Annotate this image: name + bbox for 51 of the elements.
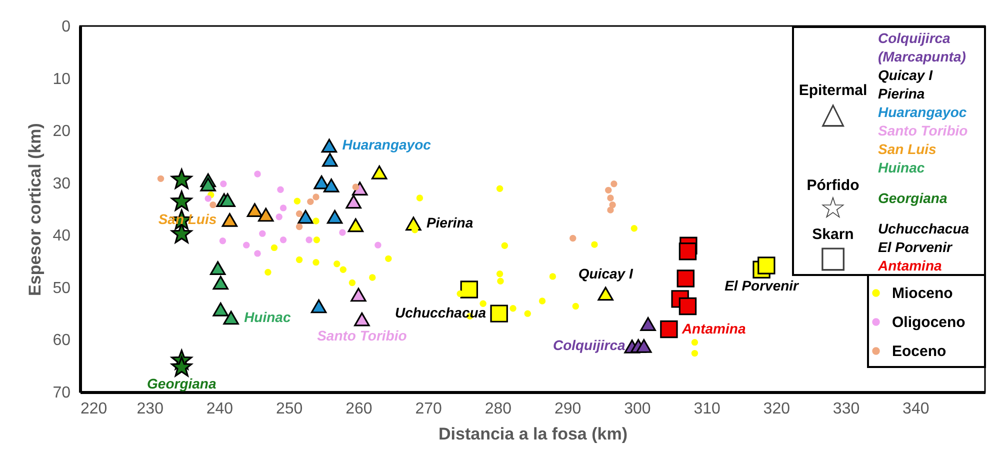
legend-label: Oligoceno	[892, 314, 966, 331]
y-tick-label: 70	[52, 384, 71, 402]
text: Colquijirca (Marcapunta)	[878, 30, 966, 64]
x-tick-label: 320	[763, 400, 790, 418]
annotation: □	[818, 240, 848, 275]
x-tick-label: 250	[276, 400, 303, 418]
text: Quicay I	[878, 67, 932, 83]
x-tick-label: 340	[902, 400, 930, 418]
y-tick-label: 20	[52, 123, 71, 140]
text: Huarangayoc	[878, 104, 967, 120]
annotation: Skarn	[812, 226, 854, 243]
series-label: Huarangayoc	[342, 136, 432, 153]
series-label: Georgiana	[147, 375, 216, 392]
x-tick-label: 240	[206, 400, 234, 418]
text: El Porvenir	[878, 239, 952, 255]
x-tick-label: 230	[136, 400, 164, 418]
y-tick-label: 30	[52, 175, 71, 192]
x-tick-label: 270	[415, 400, 442, 418]
series-label: Uchucchacua	[395, 304, 486, 321]
annotation: Pórfido	[806, 177, 860, 194]
text: Huinac	[878, 160, 925, 176]
series-label: Santo Toribio	[317, 327, 408, 344]
x-tick-label: 330	[832, 400, 860, 418]
text: Georgiana	[878, 190, 948, 206]
x-axis-title: Distancia a la fosa (km)	[438, 424, 628, 444]
x-tick-label: 220	[80, 400, 108, 418]
text: Antamina	[878, 258, 942, 274]
series-label: El Porvenir	[724, 278, 800, 294]
y-tick-label: 40	[52, 228, 71, 245]
legend-label: Eoceno	[892, 343, 946, 360]
x-tick-label: 290	[554, 400, 582, 418]
legend-label: Mioceno	[892, 285, 953, 302]
y-tick-label: 50	[52, 280, 71, 297]
series-label: Huinac	[244, 308, 291, 325]
series-label: Pierina	[426, 214, 474, 231]
y-axis-title: Espesor cortical (km)	[26, 123, 45, 296]
x-tick-label: 260	[346, 400, 372, 418]
series-label: Antamina	[680, 320, 746, 336]
x-tick-label: 280	[484, 400, 512, 418]
annotation: Colquijirca	[552, 336, 626, 353]
y-tick-label: 60	[52, 332, 71, 350]
text: Uchucchacua	[878, 220, 970, 236]
x-tick-label: 310	[694, 400, 720, 418]
series-label: Quicay I	[578, 266, 634, 282]
text: Santo Toribio	[878, 122, 968, 138]
y-tick-label: 0	[62, 18, 71, 36]
annotation: ☆	[820, 191, 846, 226]
text: Pierina	[878, 86, 925, 102]
y-tick-label: 10	[52, 70, 71, 88]
x-tick-label: 300	[624, 400, 651, 418]
text: San Luis	[878, 141, 936, 157]
